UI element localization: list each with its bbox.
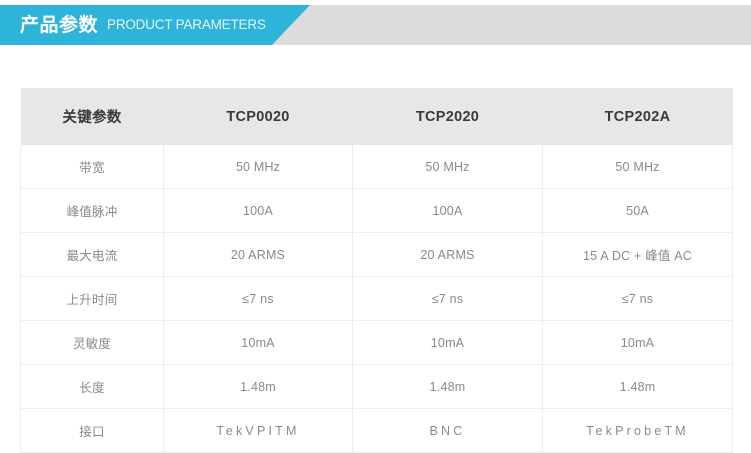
row-label: 灵敏度 <box>20 320 164 365</box>
table-cell: 10mA <box>163 320 353 365</box>
table-row: 长度 1.48m 1.48m 1.48m <box>20 364 733 409</box>
column-header-tcp0020: TCP0020 <box>163 88 353 145</box>
row-label: 峰值脉冲 <box>20 188 164 233</box>
table-header-row: 关键参数 TCP0020 TCP2020 TCP202A <box>20 88 733 145</box>
table-cell: ≤7 ns <box>352 276 543 321</box>
table-cell: 100A <box>163 188 353 233</box>
table-cell: 50 MHz <box>163 145 353 189</box>
column-header-key-parameter: 关键参数 <box>20 88 164 145</box>
table-cell: 20 ARMS <box>163 232 353 277</box>
table-cell: TekProbeTM <box>542 408 733 453</box>
row-label: 带宽 <box>20 145 164 189</box>
table-row: 最大电流 20 ARMS 20 ARMS 15 A DC + 峰值 AC <box>20 232 733 277</box>
table-cell: BNC <box>352 408 543 453</box>
table-cell: 50 MHz <box>352 145 543 189</box>
product-parameters-table: 关键参数 TCP0020 TCP2020 TCP202A 带宽 50 MHz 50 … <box>20 88 733 453</box>
banner-cyan-shape <box>0 5 310 45</box>
table-header: 关键参数 TCP0020 TCP2020 TCP202A <box>20 88 733 145</box>
table-row: 接口 TekVPITM BNC TekProbeTM <box>20 408 733 453</box>
table-cell: 15 A DC + 峰值 AC <box>542 232 733 277</box>
table-cell: 1.48m <box>542 364 733 409</box>
table-cell: ≤7 ns <box>163 276 353 321</box>
row-label: 上升时间 <box>20 276 164 321</box>
row-label: 长度 <box>20 364 164 409</box>
table-row: 带宽 50 MHz 50 MHz 50 MHz <box>20 145 733 189</box>
row-label: 最大电流 <box>20 232 164 277</box>
table-cell: 1.48m <box>163 364 353 409</box>
table-row: 上升时间 ≤7 ns ≤7 ns ≤7 ns <box>20 276 733 321</box>
table-cell: 100A <box>352 188 543 233</box>
table-cell: 50 MHz <box>542 145 733 189</box>
product-parameters-table-wrapper: 关键参数 TCP0020 TCP2020 TCP202A 带宽 50 MHz 50 … <box>20 88 733 453</box>
table-cell: ≤7 ns <box>542 276 733 321</box>
row-label: 接口 <box>20 408 164 453</box>
table-body: 带宽 50 MHz 50 MHz 50 MHz 峰值脉冲 100A 100A 50A 最大电流 2… <box>20 145 733 453</box>
table-cell: 1.48m <box>352 364 543 409</box>
table-cell: TekVPITM <box>163 408 353 453</box>
column-header-tcp2020: TCP2020 <box>352 88 543 145</box>
table-row: 峰值脉冲 100A 100A 50A <box>20 188 733 233</box>
banner-label-group: 产品参数 PRODUCT PARAMETERS <box>20 5 266 45</box>
table-cell: 50A <box>542 188 733 233</box>
banner-title-chinese: 产品参数 <box>20 14 99 36</box>
table-cell: 20 ARMS <box>352 232 543 277</box>
banner-title-english: PRODUCT PARAMETERS <box>107 17 266 33</box>
table-row: 灵敏度 10mA 10mA 10mA <box>20 320 733 365</box>
column-header-tcp202a: TCP202A <box>542 88 733 145</box>
table-cell: 10mA <box>542 320 733 365</box>
table-cell: 10mA <box>352 320 543 365</box>
section-banner: 产品参数 PRODUCT PARAMETERS <box>0 5 751 45</box>
